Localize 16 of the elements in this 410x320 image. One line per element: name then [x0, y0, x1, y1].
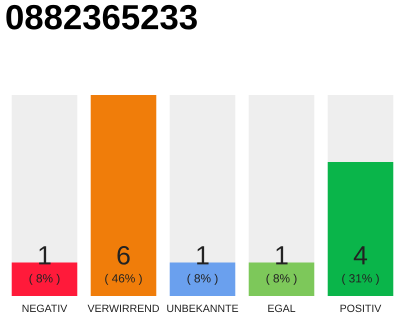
annotation: ( 31% )	[342, 274, 379, 285]
x-tick-label: UNBEKANNTE	[167, 304, 238, 312]
x-tick-label: POSITIV	[340, 304, 382, 312]
x-tick-label: VERWIRREND	[88, 304, 159, 312]
data-label: 4	[354, 246, 368, 264]
data-label: 1	[197, 246, 209, 264]
annotation: ( 8% )	[29, 274, 60, 285]
data-label: 1	[39, 246, 51, 264]
data-label: 1	[276, 246, 288, 264]
data-label: 6	[118, 246, 130, 265]
x-tick-label: NEGATIV	[22, 304, 68, 312]
annotation: ( 46% )	[105, 274, 142, 285]
annotation: ( 8% )	[266, 274, 297, 285]
annotation: ( 8% )	[187, 274, 218, 285]
x-tick-label: EGAL	[268, 304, 296, 312]
chart-title: 0882365233	[6, 4, 197, 30]
